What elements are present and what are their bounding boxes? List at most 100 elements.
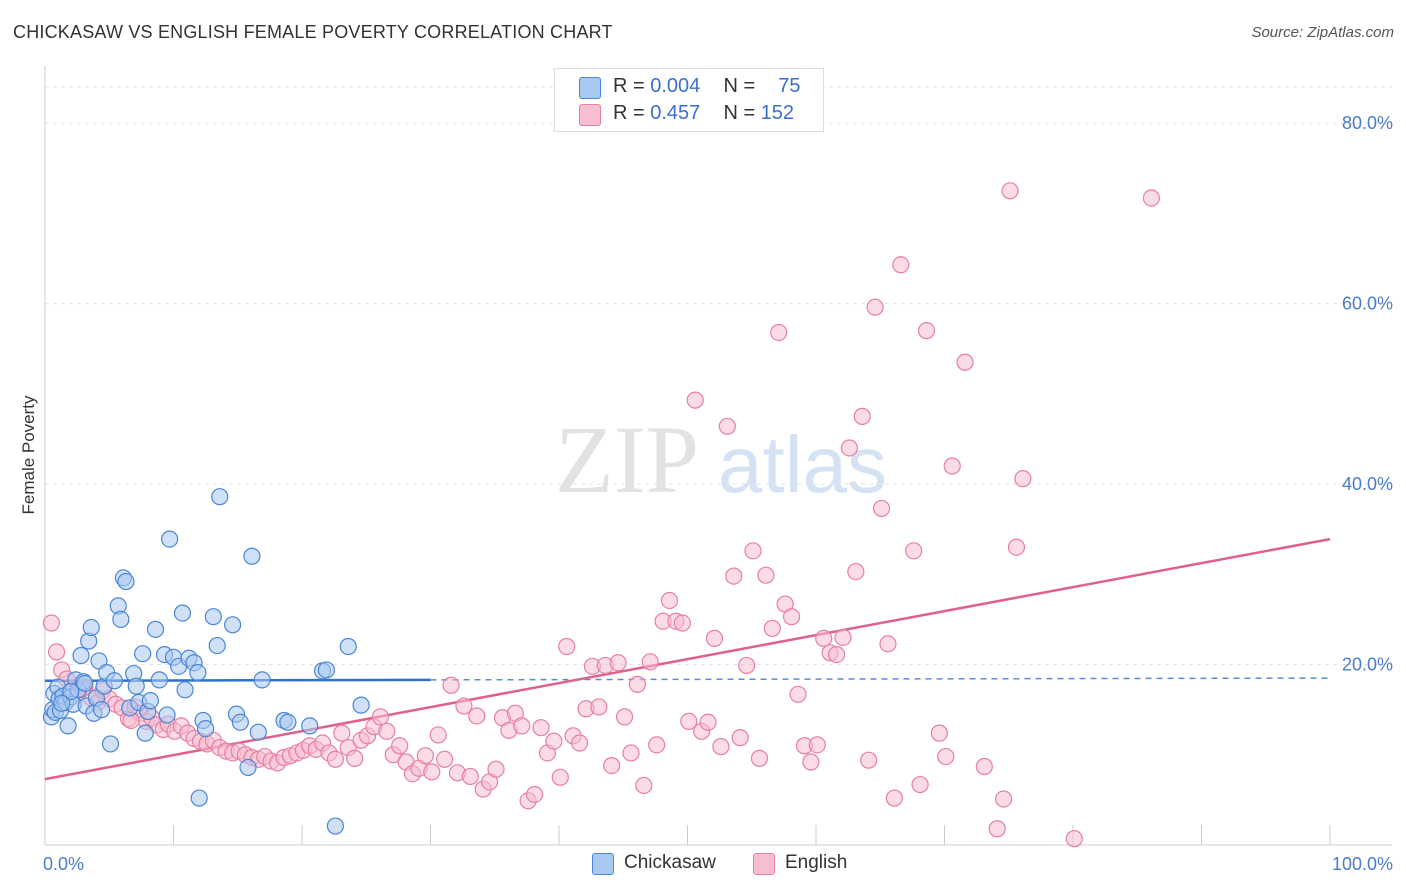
chickasaw-point bbox=[211, 488, 229, 506]
english-point bbox=[648, 736, 666, 754]
chickasaw-trend-extension bbox=[430, 677, 1331, 681]
english-point bbox=[609, 654, 627, 672]
english-point bbox=[660, 591, 679, 610]
english-point bbox=[487, 760, 505, 778]
x-tick-label: 0.0% bbox=[43, 854, 84, 874]
english-point bbox=[815, 629, 833, 647]
legend-r-label: R = bbox=[613, 75, 645, 97]
english-point bbox=[1065, 830, 1083, 848]
english-point bbox=[699, 713, 717, 731]
english-point bbox=[860, 751, 878, 769]
english-point bbox=[333, 724, 351, 742]
chickasaw-point bbox=[208, 636, 226, 655]
english-point bbox=[789, 685, 807, 703]
chickasaw-point bbox=[82, 618, 100, 637]
legend-n-value: 152 bbox=[760, 102, 795, 124]
y-tick-label: 80.0% bbox=[1342, 113, 1393, 133]
english-point bbox=[750, 749, 769, 767]
bottom-legend-english: English bbox=[753, 852, 873, 878]
english-point bbox=[673, 614, 691, 632]
english-point bbox=[770, 323, 788, 342]
chickasaw-point bbox=[136, 724, 154, 742]
y-tick-label: 60.0% bbox=[1342, 294, 1393, 314]
english-point bbox=[705, 629, 724, 647]
chickasaw-point bbox=[176, 681, 194, 699]
english-point bbox=[718, 417, 736, 435]
chickasaw-point bbox=[158, 706, 176, 724]
english-point bbox=[911, 775, 929, 794]
english-point bbox=[532, 719, 550, 737]
legend-r-value: 0.004 bbox=[650, 75, 701, 97]
english-point bbox=[686, 391, 704, 409]
english-point bbox=[570, 734, 589, 752]
english-point bbox=[513, 717, 531, 735]
watermark-atlas: atlas bbox=[718, 420, 887, 509]
chickasaw-point bbox=[224, 616, 242, 634]
grid-lines bbox=[45, 86, 1392, 666]
english-point bbox=[712, 738, 730, 756]
chickasaw-point bbox=[253, 671, 271, 689]
chickasaw-point bbox=[134, 645, 152, 663]
legend-text-english: R = 0.457 N = 152 bbox=[613, 102, 794, 125]
chickasaw-point bbox=[62, 682, 80, 701]
english-point bbox=[326, 750, 345, 768]
english-point bbox=[371, 708, 389, 726]
english-point bbox=[436, 750, 454, 768]
legend-r-value: 0.457 bbox=[650, 102, 701, 124]
english-point bbox=[603, 756, 621, 775]
bottom-legend-label: Chickasaw bbox=[624, 852, 716, 873]
chickasaw-point bbox=[173, 604, 192, 622]
chart-source: Source: ZipAtlas.com bbox=[1251, 24, 1394, 41]
english-point bbox=[866, 298, 884, 316]
chickasaw-point bbox=[117, 572, 135, 591]
english-point bbox=[956, 353, 974, 371]
chickasaw-point bbox=[279, 713, 297, 731]
english-point bbox=[943, 457, 961, 475]
english-point bbox=[615, 708, 634, 726]
english-point bbox=[834, 628, 852, 647]
chickasaw-point bbox=[105, 672, 123, 690]
chickasaw-point bbox=[326, 817, 345, 835]
chickasaw-point bbox=[352, 696, 370, 714]
english-point bbox=[995, 790, 1013, 808]
english-point bbox=[628, 675, 646, 693]
chickasaw-point bbox=[204, 608, 222, 626]
chickasaw-point bbox=[92, 701, 111, 719]
english-point bbox=[1142, 189, 1160, 207]
watermark: ZIP atlas bbox=[555, 406, 887, 513]
english-point bbox=[622, 744, 640, 762]
chickasaw-point bbox=[317, 661, 336, 679]
english-point bbox=[641, 653, 659, 671]
legend-n-label: N = bbox=[723, 75, 756, 97]
english-point bbox=[731, 729, 749, 747]
watermark-zip: ZIP bbox=[555, 406, 699, 513]
english-point bbox=[757, 566, 775, 584]
english-point bbox=[802, 753, 820, 771]
chickasaw-point bbox=[190, 789, 208, 807]
y-axis-label: Female Poverty bbox=[19, 395, 38, 515]
chickasaw-point bbox=[189, 664, 207, 682]
english-swatch bbox=[753, 853, 775, 875]
english-point bbox=[782, 608, 801, 626]
chickasaw-point bbox=[72, 646, 90, 665]
english-point bbox=[937, 747, 955, 766]
english-point bbox=[551, 768, 569, 786]
chickasaw-point bbox=[243, 547, 261, 565]
english-point bbox=[416, 747, 434, 765]
english-point bbox=[892, 256, 910, 274]
english-point bbox=[905, 542, 923, 560]
bottom-legend-chickasaw: Chickasaw bbox=[592, 852, 732, 878]
english-point bbox=[1007, 538, 1026, 556]
english-point bbox=[975, 757, 993, 776]
english-point bbox=[468, 707, 486, 725]
english-point bbox=[378, 722, 396, 740]
legend-n-value: 75 bbox=[778, 75, 801, 97]
chickasaw-point bbox=[76, 674, 94, 693]
chickasaw-point bbox=[301, 717, 319, 735]
english-point bbox=[847, 562, 865, 581]
chart-title: CHICKASAW VS ENGLISH FEMALE POVERTY CORR… bbox=[13, 22, 613, 42]
english-point bbox=[590, 698, 608, 716]
chickasaw-point bbox=[197, 719, 215, 738]
chickasaw-point bbox=[127, 677, 145, 695]
